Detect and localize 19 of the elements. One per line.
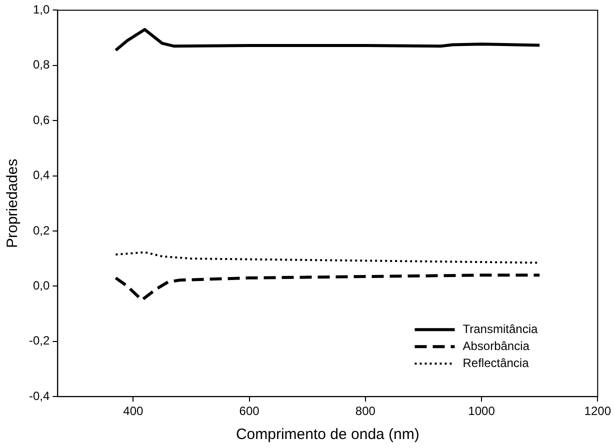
x-tick-label: 1000	[468, 404, 496, 418]
x-tick-label: 1200	[584, 404, 612, 418]
x-tick-label: 800	[355, 404, 376, 418]
y-tick-label: 0,2	[32, 223, 50, 238]
x-axis-title: Comprimento de onda (nm)	[236, 426, 420, 444]
y-tick-label: 0,4	[32, 168, 50, 182]
line-series	[114, 274, 542, 302]
legend-label: Absorbância	[462, 338, 530, 353]
y-tick-label: -0,2	[28, 334, 50, 348]
y-axis-title: Propriedades	[4, 158, 22, 248]
y-tick-label: -0,4	[28, 388, 50, 403]
legend-label: Reflectância	[462, 356, 530, 370]
y-tick-label: 0,8	[32, 58, 50, 72]
y-tick-label: 0,6	[32, 112, 50, 127]
x-tick-label: 400	[123, 404, 144, 418]
y-tick-label: 1,0	[32, 2, 50, 17]
legend-label: Transmitância	[462, 322, 538, 336]
y-tick-label: 0,0	[32, 278, 50, 293]
x-tick-label: 600	[239, 404, 260, 418]
